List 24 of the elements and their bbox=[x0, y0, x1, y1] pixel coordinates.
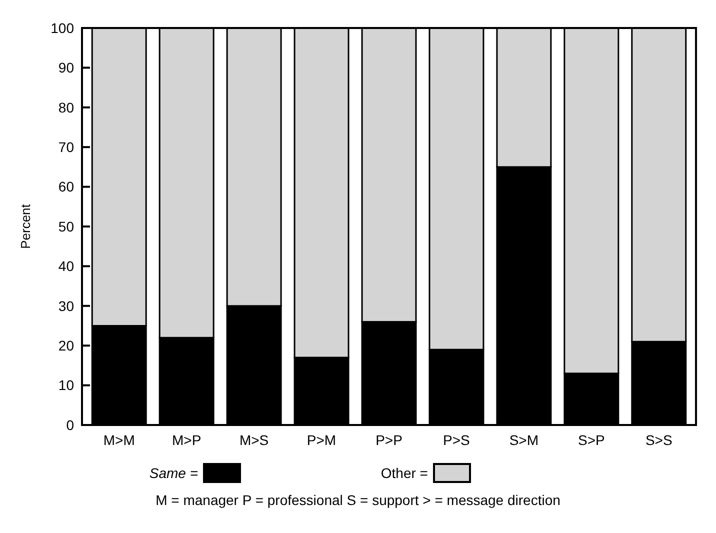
x-tick-label: S>P bbox=[578, 432, 605, 448]
y-tick-label: 0 bbox=[66, 416, 74, 433]
legend-label: Other = bbox=[380, 464, 428, 481]
y-tick-label: 80 bbox=[58, 99, 74, 116]
x-tick-label: P>M bbox=[306, 432, 336, 448]
y-tick-label: 40 bbox=[58, 258, 74, 274]
y-tick-label: 50 bbox=[58, 218, 74, 234]
text: M = manager P = professional S = support > = message direction bbox=[156, 492, 560, 508]
y-axis-title: Percent bbox=[18, 204, 33, 249]
x-tick-label: M>M bbox=[103, 432, 135, 448]
x-tick-label: P>P bbox=[376, 432, 402, 448]
y-tick-label: 10 bbox=[58, 377, 74, 394]
y-tick-label: 60 bbox=[58, 178, 74, 195]
x-tick-label: P>S bbox=[443, 432, 470, 448]
y-tick-label: 20 bbox=[58, 338, 74, 354]
y-tick-label: 100 bbox=[50, 20, 74, 36]
y-tick-label: 30 bbox=[58, 298, 74, 314]
x-tick-label: M>P bbox=[172, 432, 202, 448]
x-tick-label: M>S bbox=[239, 432, 269, 448]
y-tick-label: 90 bbox=[58, 60, 74, 76]
x-tick-label: S>M bbox=[509, 432, 539, 448]
x-tick-label: S>S bbox=[645, 432, 672, 448]
legend-label: Same = bbox=[149, 464, 198, 481]
y-tick-label: 70 bbox=[58, 139, 74, 155]
